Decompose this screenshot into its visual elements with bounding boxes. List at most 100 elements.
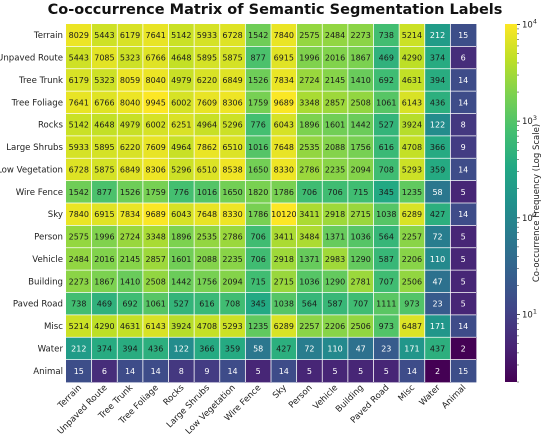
cell-value-label: 4708 [402, 143, 422, 152]
cell-value-label: 1756 [197, 277, 217, 286]
heatmap-cell [117, 180, 144, 204]
cell-value-label: 4631 [402, 76, 422, 85]
cell-value-label: 345 [251, 300, 266, 309]
heatmap-cell [373, 158, 400, 182]
heatmap-cell [168, 225, 195, 249]
cell-value-label: 3348 [146, 233, 166, 242]
cell-value-label: 1410 [120, 277, 140, 286]
cell-value-label: 1235 [248, 322, 268, 331]
heatmap-cell [219, 225, 246, 249]
cell-value-label: 6002 [146, 121, 166, 130]
cell-value-label: 5443 [94, 31, 114, 40]
cell-value-label: 2786 [299, 165, 319, 174]
y-tick-label: Vehicle [32, 255, 63, 265]
heatmap-cell [66, 91, 93, 114]
x-tick-label: Misc [397, 383, 418, 404]
heatmap-cell [399, 135, 426, 159]
heatmap-cell [424, 180, 451, 204]
cell-value-label: 9689 [274, 98, 294, 107]
heatmap-cell [424, 247, 451, 271]
cell-value-label: 708 [379, 165, 394, 174]
cell-value-label: 1759 [248, 98, 268, 107]
heatmap-cell [91, 91, 118, 114]
heatmap-cell [91, 46, 118, 70]
cell-value-label: 436 [430, 98, 445, 107]
cell-value-label: 5875 [222, 54, 242, 63]
cell-value-label: 436 [148, 344, 163, 353]
heatmap-cell [245, 292, 272, 316]
heatmap-cell [245, 158, 272, 182]
heatmap-cell [219, 292, 246, 316]
heatmap-cell [219, 24, 246, 47]
heatmap-cell [66, 359, 93, 383]
y-tick-label: Terrain [33, 31, 63, 41]
cell-value-label: 1867 [351, 54, 371, 63]
cell-value-label: 1601 [171, 255, 191, 264]
heatmap-cell [117, 359, 144, 383]
cell-value-label: 14 [279, 367, 289, 376]
cell-value-label: 7834 [120, 210, 140, 219]
heatmap-cell [271, 314, 298, 338]
heatmap-cell [347, 314, 374, 338]
heatmap-cell [271, 113, 298, 137]
cell-value-label: 4979 [171, 76, 191, 85]
heatmap-cell [347, 113, 374, 137]
cell-value-label: 707 [353, 300, 368, 309]
heatmap-cell [347, 46, 374, 70]
cell-value-label: 6289 [402, 210, 422, 219]
cell-value-label: 122 [430, 121, 445, 130]
heatmap-cell [219, 203, 246, 226]
heatmap-cell [194, 203, 221, 226]
heatmap-cell [142, 113, 169, 137]
heatmap-cell [91, 203, 118, 226]
heatmap-cell [399, 314, 426, 338]
x-tick-label: Person [287, 383, 314, 410]
cell-value-label: 4290 [94, 322, 114, 331]
heatmap-cell [424, 24, 451, 47]
heatmap-cell [245, 270, 272, 293]
heatmap-cell [296, 135, 323, 159]
heatmap-cell [296, 46, 323, 70]
cell-value-label: 2145 [120, 255, 140, 264]
cell-value-label: 1290 [325, 277, 345, 286]
cell-value-label: 5214 [69, 322, 89, 331]
heatmap-cell [424, 359, 451, 383]
cell-value-label: 1542 [69, 188, 89, 197]
heatmap-cell [168, 158, 195, 182]
heatmap-cell [399, 180, 426, 204]
y-tick-label: Person [34, 233, 63, 243]
heatmap-cell [399, 292, 426, 316]
heatmap-cell [66, 203, 93, 226]
cell-value-label: 122 [174, 344, 189, 353]
heatmap-cell [347, 24, 374, 47]
heatmap-cell [168, 359, 195, 383]
heatmap-cell [142, 46, 169, 70]
heatmap-cell [296, 68, 323, 92]
cell-value-label: 2273 [351, 31, 371, 40]
heatmap-cell [117, 337, 144, 361]
heatmap-cell [373, 270, 400, 293]
cell-value-label: 5 [307, 367, 312, 376]
cell-value-label: 8059 [120, 76, 140, 85]
cell-value-label: 1650 [248, 165, 268, 174]
cell-value-label: 212 [71, 344, 86, 353]
heatmap-cell [142, 337, 169, 361]
cell-value-label: 2088 [325, 143, 345, 152]
heatmap-cell [347, 135, 374, 159]
colorbar-tick-label: 101 [522, 307, 537, 320]
cell-value-label: 6 [461, 54, 466, 63]
heatmap-cell [296, 337, 323, 361]
heatmap-cell [322, 359, 349, 383]
cell-value-label: 5933 [69, 143, 89, 152]
cell-value-label: 366 [199, 344, 214, 353]
heatmap-cell [424, 113, 451, 137]
heatmap-cell [245, 135, 272, 159]
chart-title: Co-occurrence Matrix of Semantic Segment… [48, 2, 503, 18]
y-tick-label: Tree Trunk [18, 76, 63, 86]
heatmap-cell [194, 225, 221, 249]
cell-value-label: 6487 [402, 322, 422, 331]
cell-value-label: 5293 [402, 165, 422, 174]
heatmap-cell [194, 247, 221, 271]
cell-value-label: 2 [435, 367, 440, 376]
cell-value-label: 738 [379, 31, 394, 40]
